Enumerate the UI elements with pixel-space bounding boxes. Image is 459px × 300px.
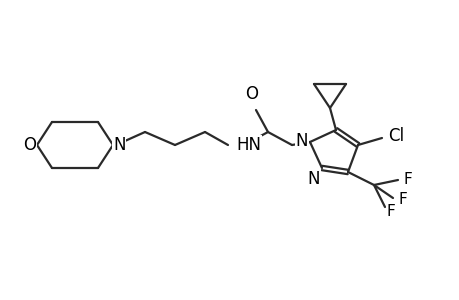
Text: O: O: [245, 85, 258, 103]
Text: N: N: [295, 132, 308, 150]
Text: N: N: [113, 136, 125, 154]
Text: O: O: [23, 136, 36, 154]
Text: F: F: [403, 172, 412, 188]
Text: F: F: [398, 193, 407, 208]
Text: N: N: [307, 170, 319, 188]
Text: HN: HN: [235, 136, 260, 154]
Text: F: F: [386, 203, 395, 218]
Text: Cl: Cl: [387, 127, 403, 145]
